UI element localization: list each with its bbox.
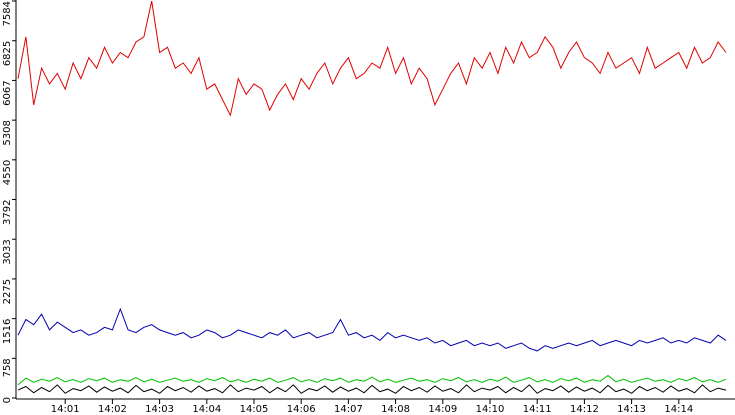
- x-tick-label: 14:01: [51, 404, 80, 415]
- y-tick-label: 758: [2, 358, 13, 377]
- x-tick-label: 14:10: [476, 404, 505, 415]
- x-tick-label: 14:14: [664, 404, 693, 415]
- x-tick-label: 14:13: [617, 404, 646, 415]
- line-series: [17, 374, 727, 386]
- y-tick-label: 6825: [2, 41, 13, 66]
- y-tick-label: 3033: [2, 239, 13, 264]
- line-series: [17, 384, 727, 394]
- x-tick-label: 14:07: [334, 404, 363, 415]
- y-tick-label: 2275: [2, 279, 13, 304]
- y-tick-label: 1516: [2, 319, 13, 344]
- y-tick-label: 7584: [2, 1, 13, 26]
- x-tick-label: 14:11: [523, 404, 552, 415]
- y-tick-label: 4550: [2, 160, 13, 185]
- x-tick-label: 14:12: [570, 404, 599, 415]
- x-tick-label: 14:08: [381, 404, 410, 415]
- line-series: [17, 0, 727, 117]
- x-tick-label: 14:04: [192, 404, 221, 415]
- x-tick-label: 14:05: [240, 404, 269, 415]
- y-tick-label: 6067: [2, 80, 13, 105]
- x-tick-label: 14:09: [428, 404, 457, 415]
- y-tick-label: 0: [2, 397, 13, 403]
- x-tick-label: 14:06: [287, 404, 316, 415]
- x-tick-label: 14:03: [145, 404, 174, 415]
- y-tick-label: 5308: [2, 120, 13, 145]
- line-series: [17, 307, 727, 352]
- x-tick-label: 14:02: [98, 404, 127, 415]
- y-tick-label: 3792: [2, 200, 13, 225]
